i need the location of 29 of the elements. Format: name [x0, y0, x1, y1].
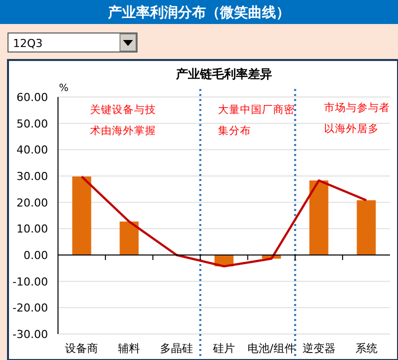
chart-subtitle: 产业链毛利率差异	[175, 67, 272, 81]
bar	[309, 180, 328, 255]
x-tick-label: 电池/组件	[248, 342, 296, 355]
y-tick-label: 10.00	[16, 222, 48, 236]
x-tick-label: 多晶硅	[160, 342, 194, 355]
x-tick-label: 逆变器	[302, 342, 336, 355]
y-tick-label: 0.00	[24, 249, 48, 262]
y-tick-label: -20.00	[12, 302, 48, 315]
y-tick-label: -30.00	[12, 328, 48, 341]
chart-title: 产业率利润分布（微笑曲线）	[107, 4, 290, 21]
annotation: 大量中国厂商密集分布	[218, 103, 295, 137]
x-tick-label: 硅片	[212, 342, 235, 355]
dropdown-field: 12Q3	[8, 32, 138, 52]
y-tick-label: -10.00	[12, 275, 48, 288]
x-tick-label: 设备商	[65, 342, 98, 355]
line-series	[80, 175, 368, 268]
y-tick-label: 20.00	[16, 196, 48, 210]
annotation: 市场与参与者以海外居多	[324, 101, 390, 135]
y-tick-label: 30.00	[16, 170, 48, 183]
bar	[120, 222, 139, 255]
bar	[72, 176, 92, 255]
y-tick-label: 40.00	[16, 144, 48, 157]
annotation: 关键设备与技术由海外掌握	[90, 103, 156, 137]
bar	[356, 200, 376, 255]
y-tick-label: 50.00	[16, 117, 48, 130]
y-axis-title: %	[59, 83, 69, 94]
x-tick-label: 系统	[355, 342, 378, 355]
y-tick-label: 60.00	[16, 91, 48, 104]
x-tick-label: 辅料	[118, 342, 140, 355]
